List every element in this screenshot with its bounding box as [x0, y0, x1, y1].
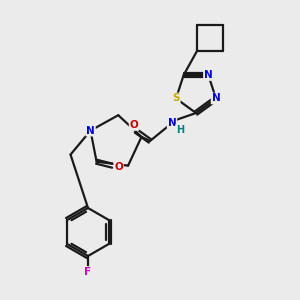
Text: O: O: [130, 120, 138, 130]
Text: O: O: [114, 162, 123, 172]
Text: N: N: [204, 70, 213, 80]
Text: N: N: [168, 118, 176, 128]
Text: N: N: [212, 94, 220, 103]
Text: N: N: [86, 126, 95, 136]
Text: H: H: [176, 125, 184, 135]
Text: F: F: [84, 267, 92, 277]
Text: S: S: [172, 94, 180, 103]
